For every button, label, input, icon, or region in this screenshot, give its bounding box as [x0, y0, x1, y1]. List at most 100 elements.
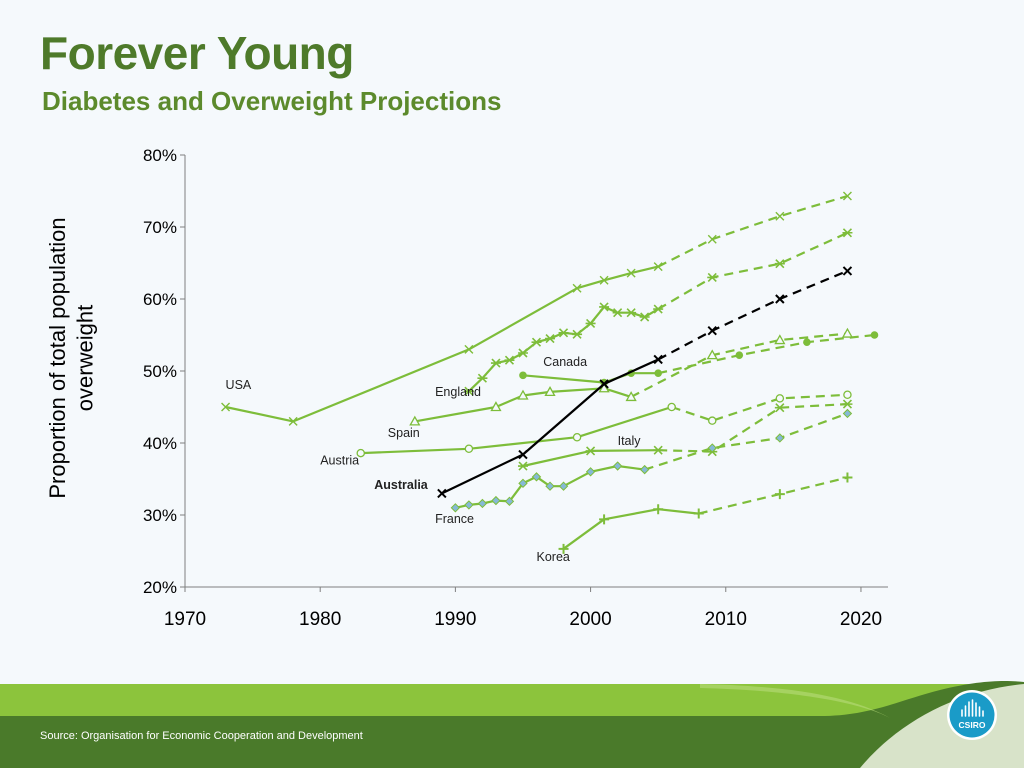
x-tick-label: 1990: [434, 609, 476, 630]
data-point: [572, 329, 583, 339]
series-label-austria: Austria: [320, 454, 359, 468]
source-note: Source: Organisation for Economic Cooper…: [40, 730, 363, 742]
data-point: [558, 481, 569, 491]
y-axis-title-line1: Proportion of total population overweight: [45, 217, 98, 498]
data-point: [490, 401, 502, 412]
series-label-korea: Korea: [537, 550, 570, 564]
series-line-actual: [441, 358, 659, 495]
data-point: [774, 334, 786, 345]
series-line-projected: [657, 194, 848, 268]
x-tick-label: 2020: [840, 609, 882, 630]
series-line-projected: [644, 412, 848, 471]
series-line-actual: [414, 387, 632, 423]
data-point: [803, 338, 811, 347]
x-tick-label: 2000: [569, 609, 611, 630]
data-point: [774, 403, 785, 413]
slide-title: Forever Young: [40, 27, 354, 79]
series-line-actual: [522, 449, 659, 468]
footer-band: [0, 680, 1024, 768]
y-tick-label: 70%: [143, 218, 177, 237]
data-point: [626, 308, 637, 318]
data-point: [598, 382, 610, 393]
y-tick-label: 50%: [143, 362, 177, 381]
series-label-canada: Canada: [543, 355, 587, 369]
data-point: [504, 355, 515, 365]
data-point: [490, 358, 501, 368]
data-point: [706, 349, 718, 360]
data-point: [599, 275, 609, 285]
series-usa: [221, 191, 852, 426]
data-point: [599, 514, 610, 525]
data-point: [707, 325, 717, 336]
data-point: [517, 348, 528, 358]
data-point: [735, 351, 744, 359]
data-point: [544, 386, 556, 397]
overweight-line-chart: Proportion of total population overweight…: [45, 146, 888, 630]
data-point: [491, 495, 501, 506]
data-point: [517, 461, 528, 471]
data-point: [842, 191, 852, 201]
data-point: [774, 259, 785, 269]
series-label-england: England: [435, 385, 481, 399]
series-line-projected: [657, 231, 848, 311]
data-point: [437, 488, 447, 499]
data-point: [707, 443, 717, 453]
series-line-projected: [657, 333, 875, 375]
series-korea: [558, 472, 853, 554]
series-france: [450, 408, 853, 513]
series-line-actual: [562, 508, 699, 550]
data-point: [653, 354, 663, 365]
data-point: [653, 504, 664, 515]
y-axis-title: Proportion of total population overweight: [45, 217, 98, 498]
data-point: [626, 268, 636, 278]
data-point: [842, 408, 853, 419]
data-point: [450, 503, 461, 513]
data-point: [625, 391, 637, 402]
data-point: [464, 500, 474, 510]
data-point: [775, 211, 785, 221]
data-point: [477, 498, 488, 509]
data-point: [531, 337, 542, 347]
data-point: [477, 373, 488, 383]
data-point: [221, 402, 231, 412]
series-england: [463, 228, 853, 396]
data-point: [842, 266, 853, 276]
data-point: [531, 472, 542, 482]
data-point: [599, 379, 609, 389]
data-point: [775, 394, 785, 403]
data-point: [464, 344, 474, 354]
series-austria: [356, 390, 852, 458]
data-point: [558, 328, 569, 338]
chart-axes: 20% 30% 40% 50% 60% 70% 80% 1970 1980 1990 2000 201…: [143, 146, 888, 630]
y-tick-label: 60%: [143, 290, 177, 309]
data-point: [463, 386, 474, 396]
series-line-projected: [671, 393, 848, 422]
data-point: [612, 461, 623, 471]
data-point: [504, 496, 515, 507]
data-point: [545, 481, 555, 491]
data-point: [356, 448, 365, 458]
series-line-actual: [360, 405, 673, 455]
data-point: [585, 318, 596, 329]
data-point: [518, 478, 528, 489]
series-australia: [437, 266, 853, 499]
data-point: [707, 272, 718, 282]
data-point: [708, 416, 717, 425]
data-point: [843, 390, 852, 400]
data-point: [774, 489, 785, 500]
data-point: [639, 312, 650, 322]
x-tick-label: 1980: [299, 609, 341, 630]
series-italy: [517, 399, 853, 471]
series-label-france: France: [435, 512, 474, 526]
data-point: [775, 294, 785, 304]
series-spain: [409, 327, 854, 426]
data-point: [572, 283, 582, 293]
y-tick-label: 20%: [143, 578, 177, 597]
data-point: [558, 543, 569, 554]
data-point: [464, 444, 474, 454]
data-point: [519, 371, 527, 380]
series-line-projected: [698, 476, 848, 515]
series-label-australia: Australia: [374, 478, 429, 492]
series-label-usa: USA: [226, 378, 252, 392]
data-point: [775, 433, 785, 443]
